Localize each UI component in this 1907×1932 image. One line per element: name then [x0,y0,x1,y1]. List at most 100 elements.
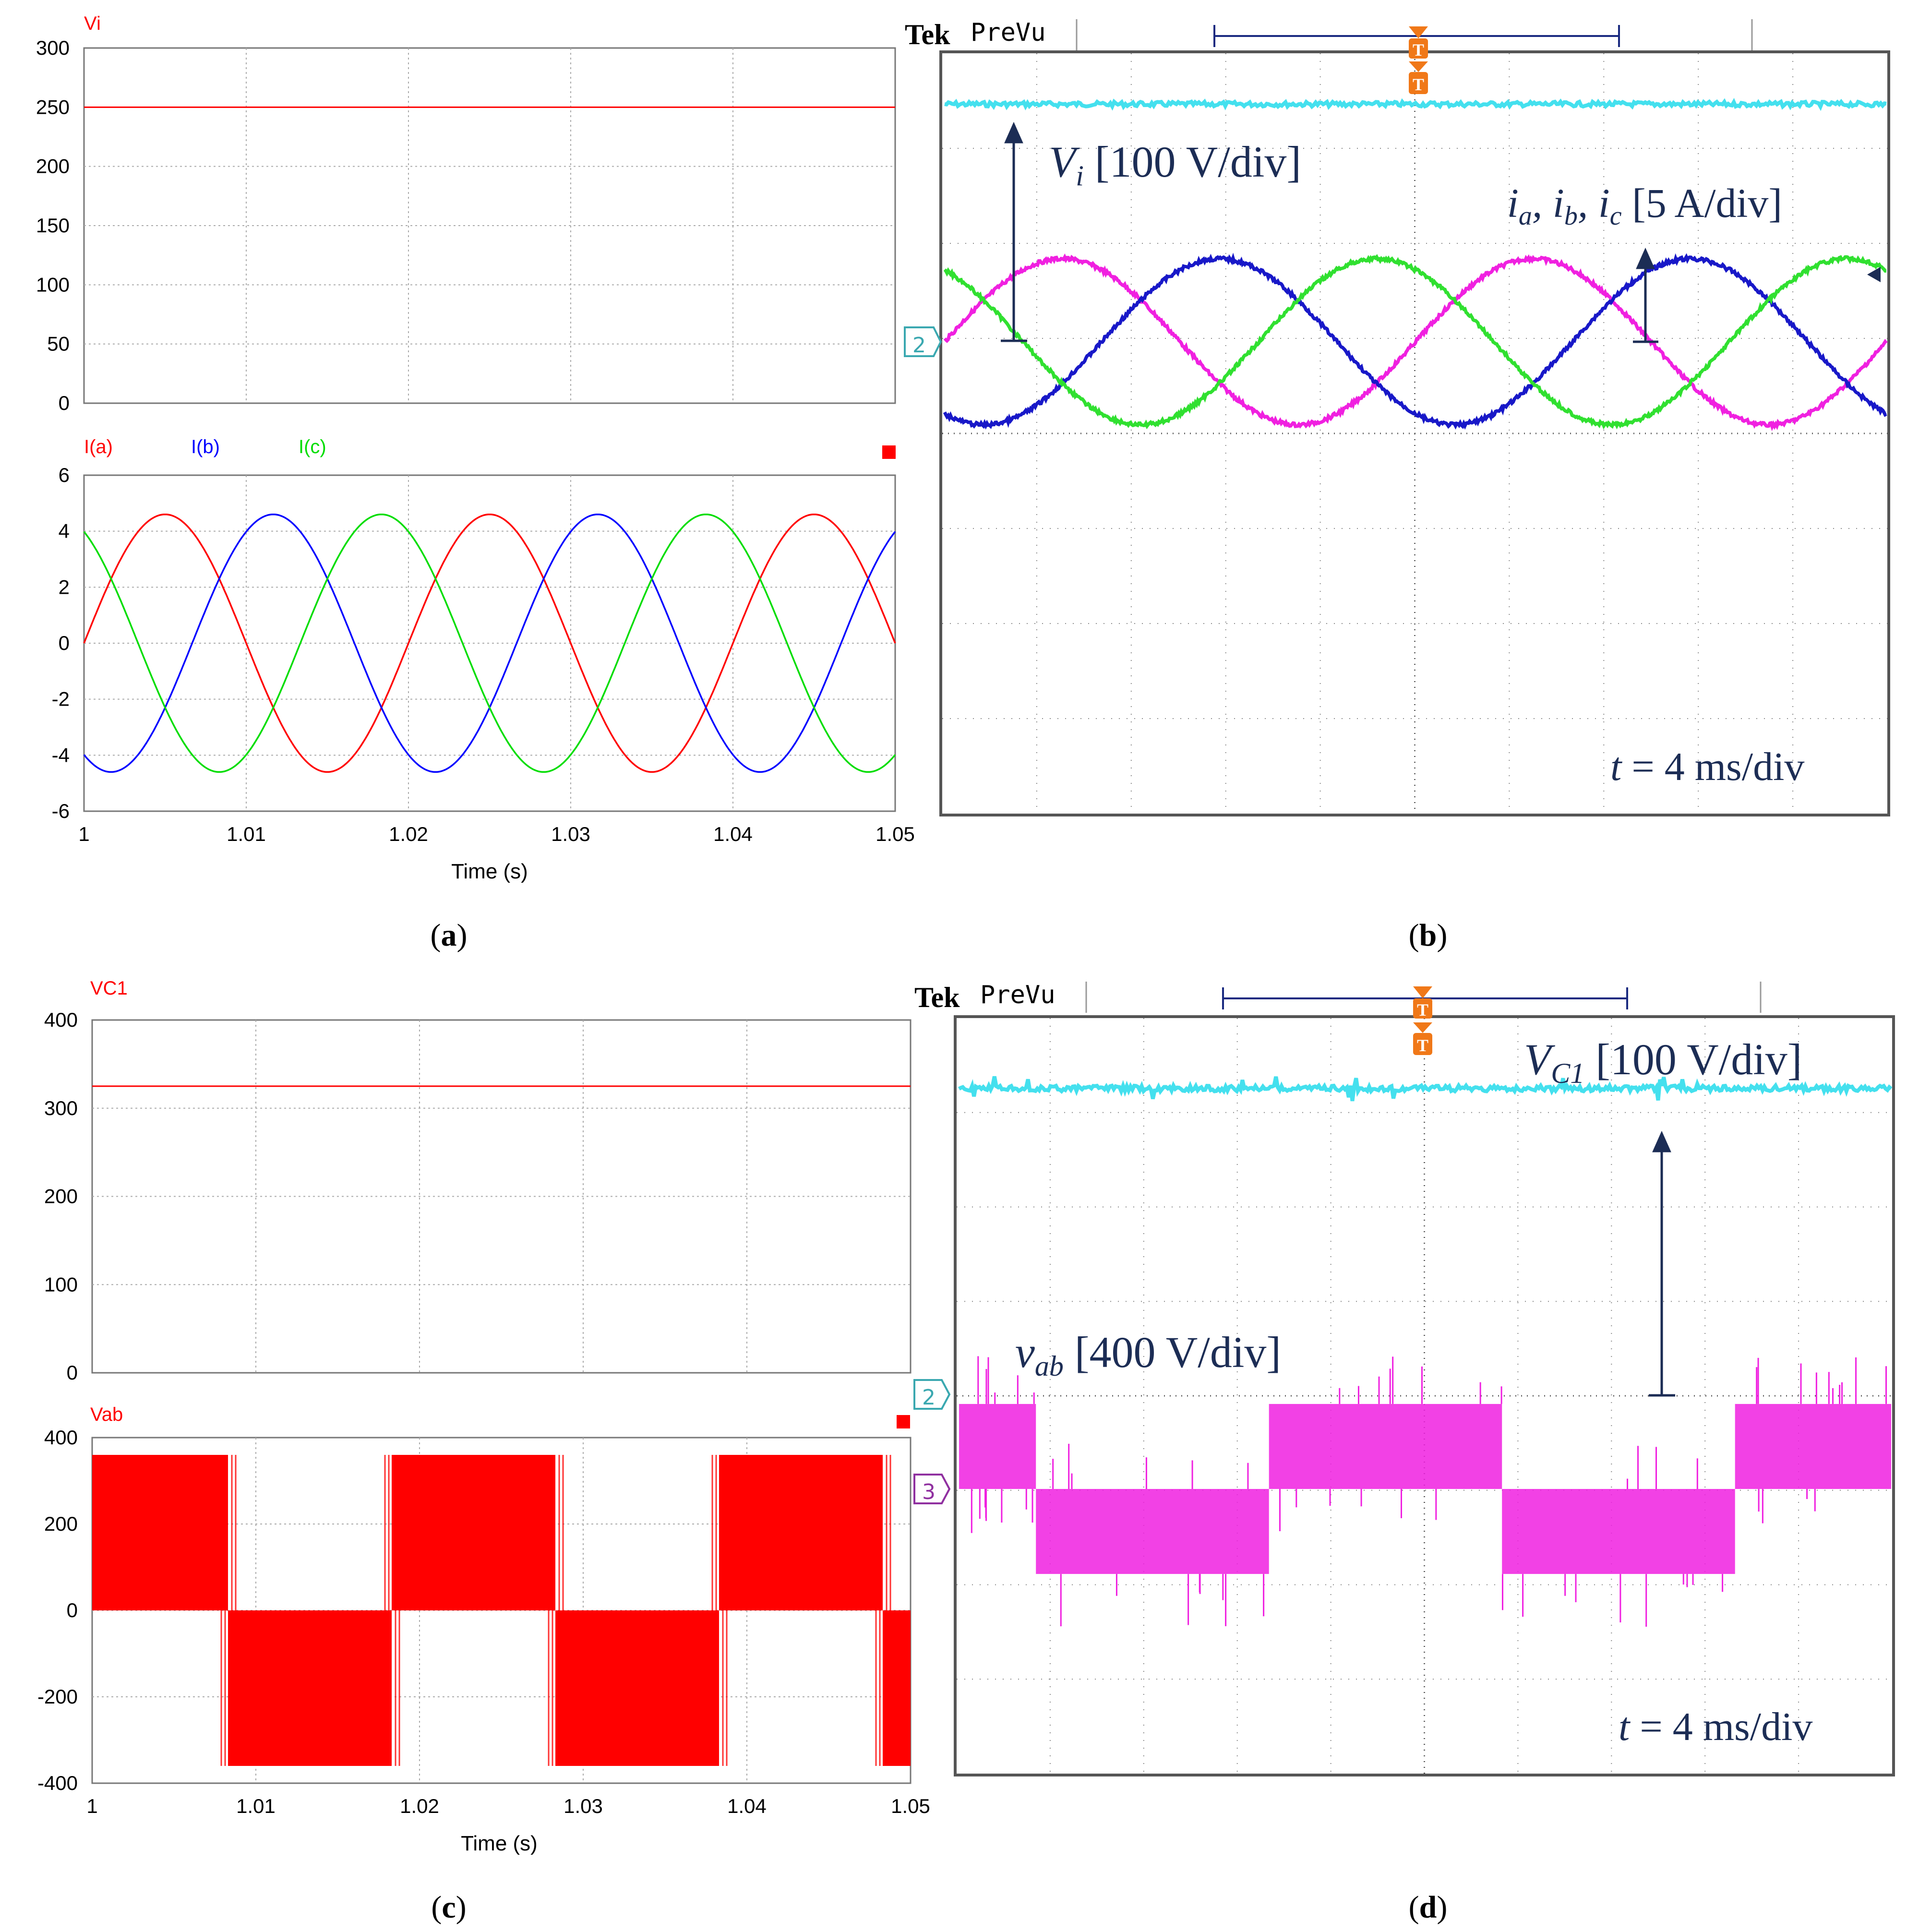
vi-y-ticks: 300 250 200 150 100 50 0 [36,36,70,414]
x-tick-label: 1.05 [891,1795,930,1817]
svg-text:T: T [1417,1000,1428,1020]
x-tick-label: 1 [78,823,89,845]
y-tick-label: 0 [67,1599,78,1621]
ic-legend: I(c) [299,436,326,457]
vab-x-ticks: 1 1.01 1.02 1.03 1.04 1.05 [86,1795,930,1817]
vab-series [92,1455,911,1766]
caption-a: (a) [431,918,468,953]
trigger-marker-icon: T [1409,61,1428,94]
current-x-axis-label: Time (s) [451,860,528,883]
trigger-marker-icon: T [1413,1022,1432,1055]
y-tick-label: 200 [36,155,70,178]
panel-a: Vi 300 250 200 150 100 50 0 I(a) I(b) I(c) 6 4 2… [36,13,915,883]
panel-d: Tek PreVu T T 2 3 VC1 [100 V/div] [913,981,1895,1776]
y-tick-label: 300 [44,1097,78,1119]
current-y-ticks: 6 4 2 0 -2 -4 -6 [52,464,70,822]
y-tick-label: 4 [59,520,70,542]
y-tick-label: -6 [52,800,70,822]
y-tick-label: -2 [52,688,70,710]
vab-pwm-block [883,1610,911,1766]
y-tick-label: -400 [37,1772,78,1794]
b-right-arrow-icon [1867,267,1881,282]
caption-c: (c) [431,1890,466,1925]
stop-square-icon [897,1415,910,1428]
y-tick-label: 2 [59,576,70,598]
y-tick-label: 100 [36,273,70,296]
vab-x-axis-label: Time (s) [461,1832,538,1855]
vc1-scope-trace [958,1076,1893,1102]
y-tick-label: 0 [59,392,70,414]
y-tick-label: 400 [44,1008,78,1031]
vab-y-ticks: 400 200 0 -200 -400 [37,1426,78,1794]
b-graticule [942,53,1887,814]
current-scope-trace-ic [943,254,1887,430]
b-time-div-label: t = 4 ms/div [1610,744,1804,789]
y-tick-label: 400 [44,1426,78,1449]
x-tick-label: 1.02 [389,823,428,845]
b-vi-label: Vi [100 V/div] [1049,137,1301,192]
current-series [83,513,896,773]
vi-legend: Vi [84,13,101,34]
x-tick-label: 1.02 [400,1795,439,1817]
trigger-marker-icon: T [1409,26,1428,60]
x-tick-label: 1.01 [236,1795,276,1817]
current-line-I(c) [83,513,896,773]
vab-scope-block [1036,1489,1269,1574]
y-tick-label: 150 [36,214,70,237]
vi-scope-trace [944,97,1887,111]
panel-b: Tek PreVu T T 2 Vi [1 [904,18,1890,816]
y-tick-label: 0 [67,1361,78,1384]
y-tick-label: 100 [44,1273,78,1296]
x-tick-label: 1.03 [564,1795,603,1817]
d-vc1-label: VC1 [100 V/div] [1524,1035,1802,1089]
x-tick-label: 1.01 [227,823,266,845]
d-vab-label: vab [400 V/div] [1015,1328,1281,1382]
vab-pwm-block [92,1455,228,1610]
d-time-div-label: t = 4 ms/div [1619,1704,1812,1749]
svg-text:T: T [1413,75,1424,94]
x-tick-label: 1.04 [713,823,753,845]
d-vc1-arrow-icon [1649,1130,1675,1397]
b-current-arrow-icon [1633,247,1658,343]
y-tick-label: -4 [52,744,70,766]
trigger-marker-icon: T [1413,986,1432,1020]
channel-2-marker-icon: 2 [913,1379,951,1410]
tek-label: Tek [914,982,960,1013]
prevu-label: PreVu [980,981,1055,1009]
vc1-y-ticks: 400 300 200 100 0 [44,1008,78,1384]
vab-pwm-block [555,1610,720,1766]
y-tick-label: 300 [36,36,70,59]
vab-scope-block [1269,1404,1502,1489]
vab-pwm-block [719,1455,883,1610]
d-traces [958,1076,1893,1627]
current-scope-trace-ia [943,253,1888,432]
d-scope-screen [954,1015,1895,1776]
svg-text:3: 3 [922,1480,936,1504]
svg-text:T: T [1413,40,1424,60]
d-graticule [957,1018,1892,1774]
tek-label: Tek [905,19,950,50]
x-tick-label: 1.03 [551,823,590,845]
vab-pwm-block [392,1455,556,1610]
y-tick-label: -200 [37,1685,78,1708]
vab-scope-block [1735,1404,1891,1489]
svg-text:T: T [1417,1036,1428,1055]
b-vi-arrow-icon [1001,121,1027,342]
vab-scope-block [959,1404,1036,1489]
svg-text:2: 2 [912,333,926,358]
channel-3-marker-icon: 3 [913,1474,951,1504]
y-tick-label: 250 [36,96,70,118]
y-tick-label: 200 [44,1512,78,1535]
stop-square-icon [882,445,896,459]
caption-b: (b) [1409,918,1448,953]
b-traces [943,97,1888,432]
ia-legend: I(a) [84,436,113,457]
vab-legend: Vab [90,1404,123,1425]
prevu-label: PreVu [971,18,1046,47]
y-tick-label: 6 [59,464,70,486]
vc1-grid [92,1020,911,1373]
y-tick-label: 50 [47,333,70,355]
svg-text:2: 2 [922,1385,936,1410]
